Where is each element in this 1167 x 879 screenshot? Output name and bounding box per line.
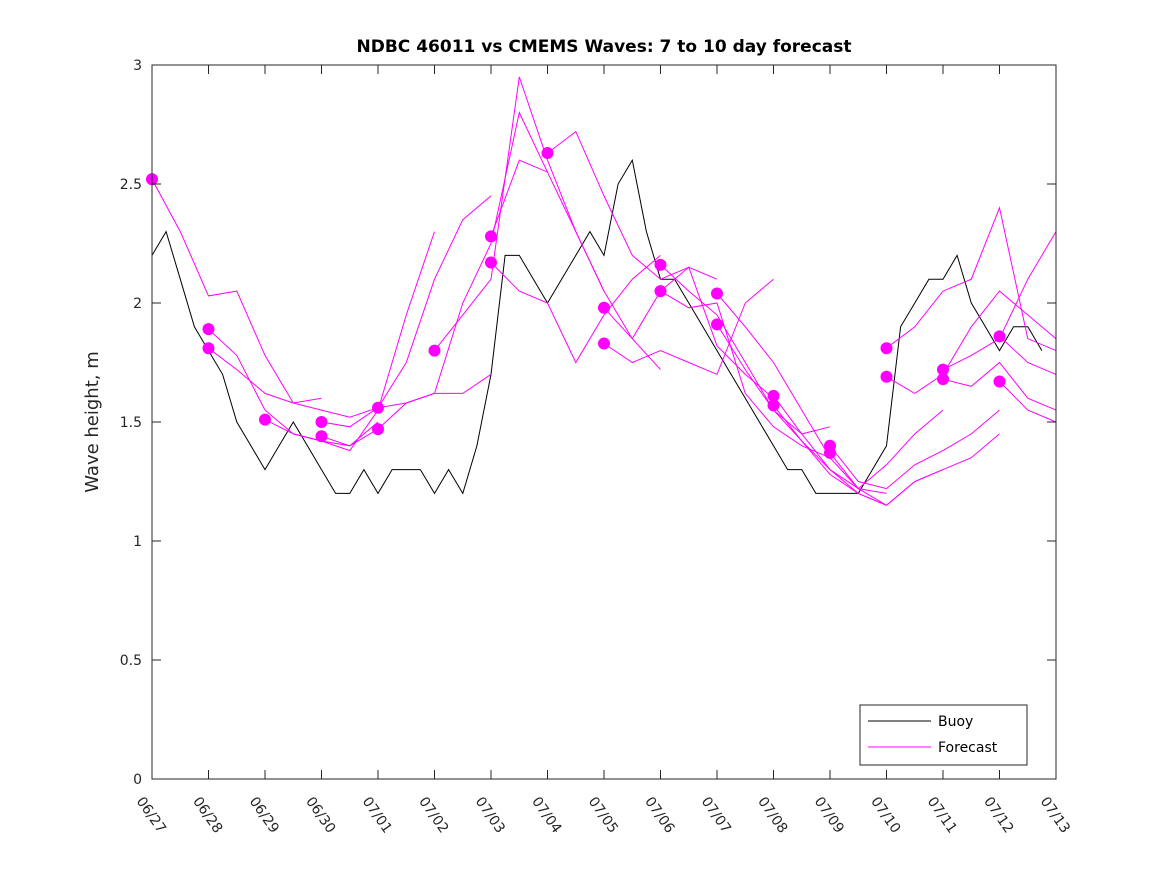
buoy-line [151,158,1043,495]
forecast-marker [541,147,554,160]
forecast-markers [146,147,1006,459]
y-tick-label: 0 [133,772,142,788]
forecast-line [999,381,1057,423]
forecast-line [942,361,1057,411]
forecast-marker [315,430,328,443]
forecast-marker [202,323,215,336]
y-tick-label: 1.5 [120,415,142,431]
forecast-marker [485,230,497,243]
forecast-marker [937,373,949,386]
forecast-marker [654,285,667,298]
forecast-marker [767,389,780,402]
forecast-marker [202,342,215,355]
forecast-series [151,76,1057,506]
forecast-line [886,290,1057,394]
forecast-marker [993,330,1006,343]
forecast-marker [259,413,271,426]
forecast-marker [711,287,723,300]
plot-area [152,65,1056,779]
forecast-marker [937,363,949,376]
forecast-line [999,335,1057,375]
y-axis-label: Wave height, m [82,351,103,492]
forecast-marker [824,446,836,459]
forecast-line [886,206,1057,352]
y-tick-label: 0.5 [120,653,142,669]
forecast-line [829,409,1000,490]
forecast-marker [598,337,610,350]
forecast-line [264,231,435,452]
forecast-marker [711,318,723,331]
chart-title: NDBC 46011 vs CMEMS Waves: 7 to 10 day f… [357,37,852,57]
legend-buoy-label: Buoy [938,714,973,730]
y-tick-label: 2.5 [120,177,142,193]
legend: Buoy Forecast [859,704,1028,766]
y-tick-label: 2 [133,296,142,312]
y-tick-label: 1 [133,534,142,550]
forecast-marker [372,401,384,414]
forecast-marker [485,256,497,269]
y-tick-label: 3 [133,58,142,74]
forecast-line [321,195,492,428]
forecast-line [490,255,661,364]
forecast-line [660,290,831,459]
legend-forecast-label: Forecast [938,740,998,756]
forecast-line [377,111,548,409]
buoy-series [151,158,1043,495]
forecast-marker [654,258,667,271]
forecast-line [829,433,1000,506]
forecast-marker [428,344,441,357]
forecast-line [603,278,774,376]
forecast-line [208,347,379,418]
forecast-marker [993,375,1006,388]
forecast-marker [315,416,328,428]
forecast-marker [767,399,780,412]
forecast-marker [372,423,384,436]
forecast-marker [880,370,893,383]
legend-box [859,704,1028,766]
forecast-line [603,266,774,399]
forecast-marker [598,301,610,314]
forecast-marker [880,342,893,355]
